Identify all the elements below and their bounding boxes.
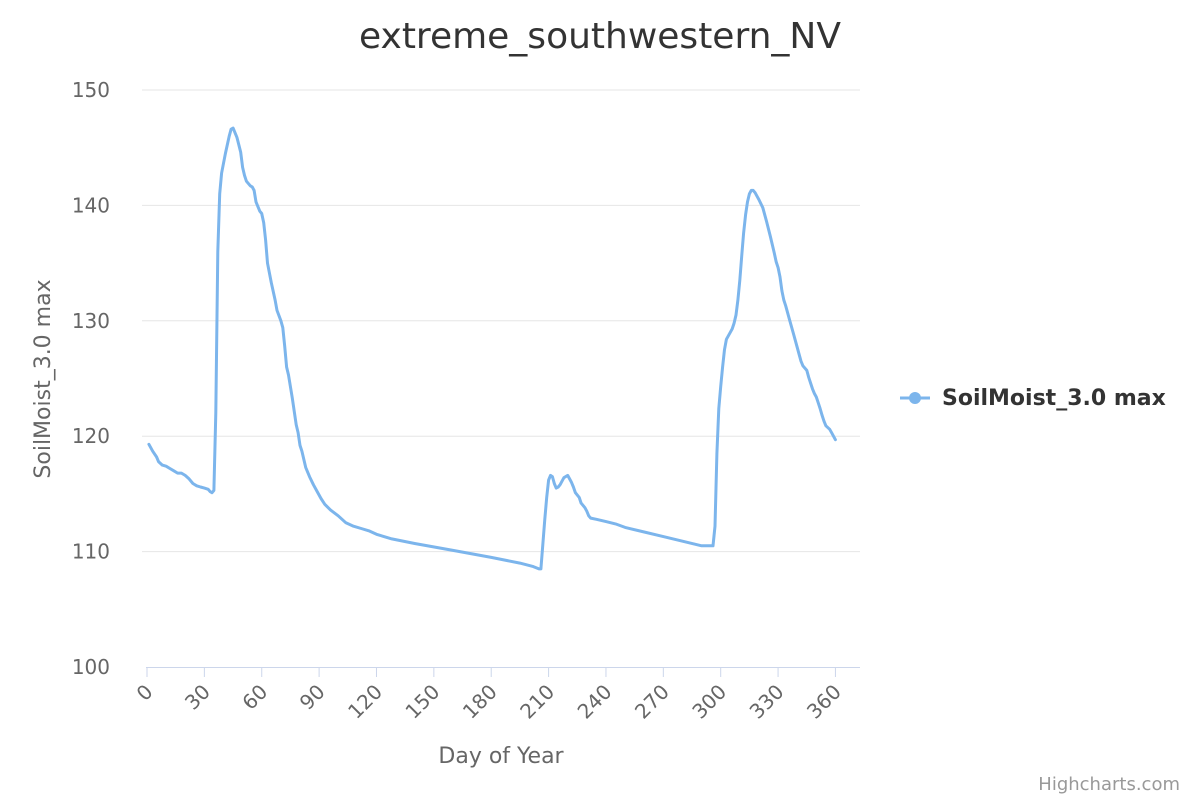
x-tick-label: 240 xyxy=(573,680,617,724)
x-tick-label: 210 xyxy=(515,680,559,724)
credits-link[interactable]: Highcharts.com xyxy=(1038,774,1180,795)
x-tick-label: 300 xyxy=(687,680,731,724)
legend-item-label[interactable]: SoilMoist_3.0 max xyxy=(942,386,1166,411)
x-tick-label: 120 xyxy=(343,680,387,724)
series-group xyxy=(147,126,837,571)
x-tick-label: 360 xyxy=(802,680,846,724)
y-tick-label: 150 xyxy=(72,78,110,102)
x-axis-title: Day of Year xyxy=(438,744,564,769)
y-tick-label: 130 xyxy=(72,309,110,333)
chart-title: extreme_southwestern_NV xyxy=(359,16,841,57)
y-tick-label: 100 xyxy=(72,655,110,679)
y-tick-label: 120 xyxy=(72,424,110,448)
y-axis-title: SoilMoist_3.0 max xyxy=(31,279,56,478)
x-tick-label: 90 xyxy=(295,680,330,715)
x-tick-label: 60 xyxy=(237,680,272,715)
legend[interactable]: SoilMoist_3.0 max xyxy=(900,386,1166,411)
y-tick-label: 110 xyxy=(72,540,110,564)
x-tick-label: 270 xyxy=(630,680,674,724)
series-line[interactable] xyxy=(147,126,837,571)
y-axis: 100 110 120 130 140 150 xyxy=(72,78,110,679)
x-tick-label: 150 xyxy=(400,680,444,724)
x-tick-label: 330 xyxy=(745,680,789,724)
x-tick-label: 180 xyxy=(458,680,502,724)
x-axis: 0 30 60 90 120 150 180 210 240 270 300 330 360 xyxy=(132,667,860,724)
legend-dot-marker xyxy=(909,392,921,404)
x-tick-label: 0 xyxy=(132,680,158,706)
x-tick-label: 30 xyxy=(180,680,215,715)
grid xyxy=(142,89,860,553)
y-tick-label: 140 xyxy=(72,193,110,217)
